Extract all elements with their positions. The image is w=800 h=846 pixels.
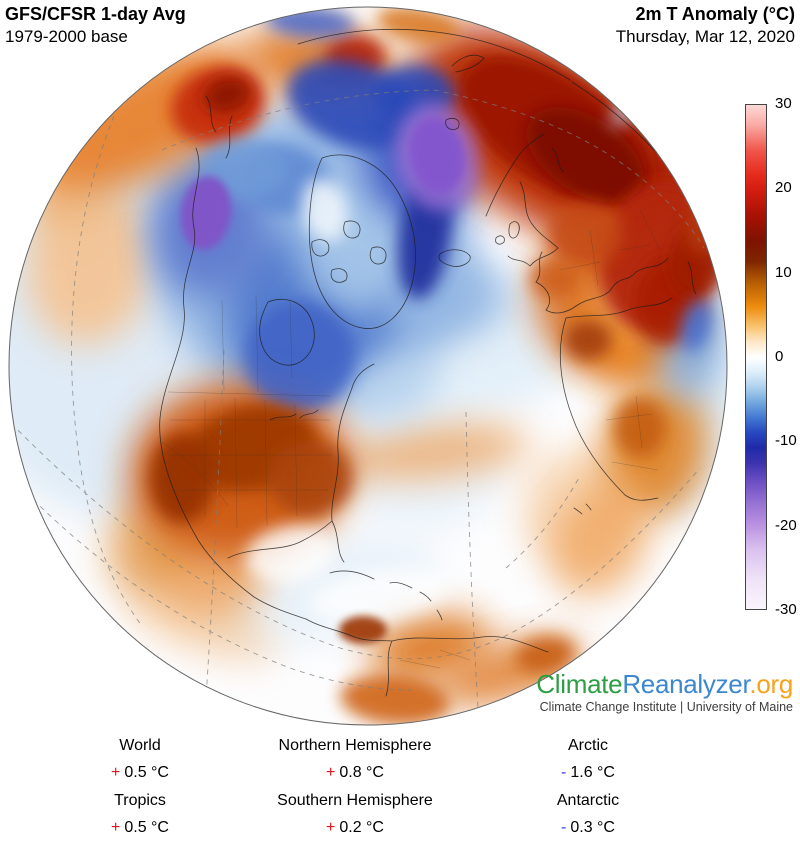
colorbar-tick-n10: -10: [775, 432, 797, 449]
baseline-subtitle: 1979-2000 base: [5, 27, 128, 46]
stat-tropics: Tropics +0.5 °C: [20, 792, 260, 836]
globe-rim: [8, 6, 728, 726]
model-title: GFS/CFSR 1-day Avg: [5, 4, 186, 24]
stat-value: +0.8 °C: [326, 764, 384, 781]
colorbar-tick-20: 20: [775, 179, 792, 196]
stat-label: Antarctic: [556, 792, 620, 809]
borders: [161, 209, 661, 669]
header-left: GFS/CFSR 1-day Avg 1979-2000 base: [5, 3, 186, 48]
colorbar-tick-0: 0: [775, 348, 784, 365]
header-right: 2m T Anomaly (°C) Thursday, Mar 12, 2020: [616, 3, 795, 48]
colorbar-tick-10: 10: [775, 264, 792, 281]
colorbar-gradient: [745, 104, 767, 610]
stat-label: World: [119, 737, 161, 754]
site-branding: ClimateReanalyzer.org Climate Change Ins…: [536, 669, 793, 715]
stat-world: World +0.5 °C: [20, 737, 260, 781]
logo-word-org: .org: [749, 669, 793, 699]
stat-sign: +: [326, 764, 336, 781]
stat-southern-hemisphere: Southern Hemisphere +0.2 °C: [235, 792, 475, 836]
colorbar-tick-30: 30: [775, 95, 792, 112]
stat-label: Northern Hemisphere: [278, 737, 432, 754]
stat-northern-hemisphere: Northern Hemisphere +0.8 °C: [235, 737, 475, 781]
colorbar-tick-n20: -20: [775, 517, 797, 534]
stat-value: +0.5 °C: [111, 819, 169, 836]
graticule: [9, 89, 705, 709]
date-subtitle: Thursday, Mar 12, 2020: [615, 27, 795, 46]
stat-sign: +: [326, 819, 336, 836]
stat-antarctic: Antarctic -0.3 °C: [468, 792, 708, 836]
stat-sign: -: [561, 764, 567, 781]
stat-arctic: Arctic -1.6 °C: [468, 737, 708, 781]
stat-value: -1.6 °C: [561, 764, 615, 781]
stat-sign: -: [561, 819, 567, 836]
stat-value: -0.3 °C: [561, 819, 615, 836]
stat-value: +0.5 °C: [111, 764, 169, 781]
variable-title: 2m T Anomaly (°C): [635, 4, 795, 24]
stat-label: Arctic: [568, 737, 608, 754]
coastlines: [159, 28, 697, 697]
site-tagline: Climate Change Institute | University of…: [539, 700, 793, 714]
site-logo: ClimateReanalyzer.org: [536, 669, 793, 699]
stat-value: +0.2 °C: [326, 819, 384, 836]
globe-map: [8, 6, 728, 726]
stat-sign: +: [111, 819, 121, 836]
logo-word-reanalyzer: Reanalyzer: [622, 669, 750, 699]
stat-label: Southern Hemisphere: [277, 792, 433, 809]
colorbar-tick-n30: -30: [775, 601, 797, 618]
logo-word-climate: Climate: [536, 669, 623, 699]
stat-sign: +: [111, 764, 121, 781]
stat-label: Tropics: [114, 792, 166, 809]
